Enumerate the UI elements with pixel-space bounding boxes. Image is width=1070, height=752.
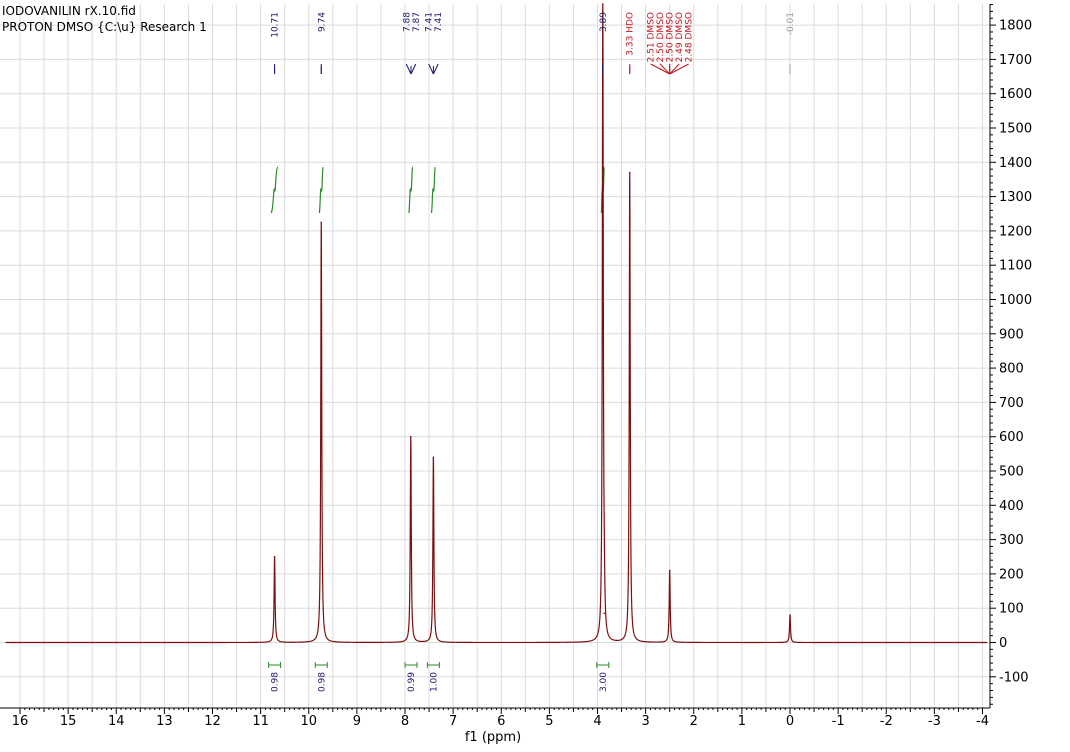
spectrum-peak (320, 221, 323, 224)
x-tick-label: 16 (12, 714, 29, 729)
x-tick-label: -2 (880, 714, 893, 729)
x-tick-label: 5 (545, 714, 553, 729)
peak-leader (669, 63, 680, 75)
peak-label: 2.49 DMSO (675, 12, 685, 62)
x-tick-label: 11 (252, 714, 269, 729)
y-tick-label: 600 (999, 430, 1024, 445)
y-tick-label: 1600 (999, 87, 1032, 102)
peak-label: 3.33 HDO (626, 12, 636, 56)
integral-curve (270, 166, 279, 214)
integral-value: 0.99 (407, 672, 417, 692)
integral-value: 3.00 (599, 672, 609, 692)
peak-label: 2.48 DMSO (685, 12, 695, 62)
spectrum-trace (5, 3, 988, 644)
y-tick-label: 1300 (999, 190, 1032, 205)
spectrum-subtitle: PROTON DMSO {C:\u} Research 1 (2, 20, 207, 34)
y-tick-label: 500 (999, 465, 1024, 480)
x-tick-label: 2 (690, 714, 698, 729)
y-tick-label: 100 (999, 602, 1024, 617)
x-tick-label: -1 (832, 714, 845, 729)
x-tick-label: -3 (928, 714, 941, 729)
peak-leader (650, 63, 670, 75)
integral-value: 0.98 (317, 672, 327, 692)
peak-label: 2.50 DMSO (666, 12, 676, 62)
y-tick-label: 400 (999, 499, 1024, 514)
x-tick-label: 10 (300, 714, 317, 729)
y-tick-label: 200 (999, 567, 1024, 582)
peak-annotations: 10.71 9.74 7.88 7.87 7.41 7.41 3.89 3.33 HDO 2.5… (271, 12, 796, 75)
spectrum-peak (432, 456, 435, 459)
integral-curve (430, 166, 436, 214)
integral-curve (408, 166, 414, 214)
peak-leader (428, 63, 434, 75)
spectrum-peak (789, 614, 791, 616)
integral-labels: 0.98 0.98 0.99 1.00 3.00 (268, 662, 610, 692)
y-tick-label: 1500 (999, 122, 1032, 137)
peak-label: 7.41 (434, 12, 444, 32)
x-tick-label: 1 (738, 714, 746, 729)
y-tick-label: 0 (999, 636, 1007, 651)
spectrum-peak (409, 435, 412, 438)
x-tick-label: 9 (353, 714, 361, 729)
x-tick-label: 14 (108, 714, 125, 729)
spectrum-peak (628, 171, 631, 174)
spectrum (5, 3, 988, 644)
peak-leader (432, 63, 439, 75)
peak-label: 10.71 (271, 12, 281, 38)
peak-label: -0.01 (786, 12, 796, 35)
peak-leader (659, 63, 671, 75)
y-tick-label: 300 (999, 533, 1024, 548)
integral-value: 1.00 (429, 672, 439, 692)
x-tick-label: 15 (60, 714, 77, 729)
y-tick-label: 700 (999, 396, 1024, 411)
x-axis-title: f1 (ppm) (465, 730, 521, 745)
spectrum-peak (601, 3, 604, 5)
peak-label: 7.87 (412, 12, 422, 32)
y-tick-label: 800 (999, 362, 1024, 377)
y-tick-label: 1000 (999, 293, 1032, 308)
y-tick-label: 1200 (999, 224, 1032, 239)
y-tick-label: 1400 (999, 156, 1032, 171)
peak-leader (669, 63, 689, 75)
peak-leader (405, 63, 412, 75)
x-tick-label: 6 (497, 714, 505, 729)
peak-label: 9.74 (317, 12, 327, 32)
peak-leader (410, 63, 417, 75)
axes: 16 15 14 13 12 11 10 9 8 7 6 5 4 3 2 1 0 -1 -2 -3 -4-1000100… (0, 4, 1032, 729)
x-tick-label: 0 (786, 714, 794, 729)
x-tick-label: 12 (204, 714, 221, 729)
y-tick-label: -100 (999, 670, 1029, 685)
integral-curve (318, 166, 324, 214)
spectrum-peak (603, 612, 606, 615)
y-tick-label: 1700 (999, 53, 1032, 68)
y-tick-label: 1800 (999, 19, 1032, 34)
x-tick-label: 3 (641, 714, 649, 729)
peak-label: 7.41 (425, 12, 435, 32)
peak-label: 2.51 DMSO (647, 12, 657, 62)
x-tick-label: 13 (156, 714, 173, 729)
spectrum-peak (273, 555, 276, 558)
x-tick-label: 7 (449, 714, 457, 729)
y-tick-label: 1100 (999, 259, 1032, 274)
x-tick-label: 4 (593, 714, 601, 729)
x-tick-label: 8 (401, 714, 409, 729)
x-tick-label: -4 (976, 714, 989, 729)
spectrum-peak (668, 569, 671, 572)
integral-value: 0.98 (271, 672, 281, 692)
peak-label: 7.88 (402, 12, 412, 32)
peak-label: 3.89 (599, 12, 609, 32)
spectrum-title: IODOVANILIN rX.10.fid (2, 4, 136, 18)
peak-label: 2.50 DMSO (656, 12, 666, 62)
y-tick-label: 900 (999, 327, 1024, 342)
